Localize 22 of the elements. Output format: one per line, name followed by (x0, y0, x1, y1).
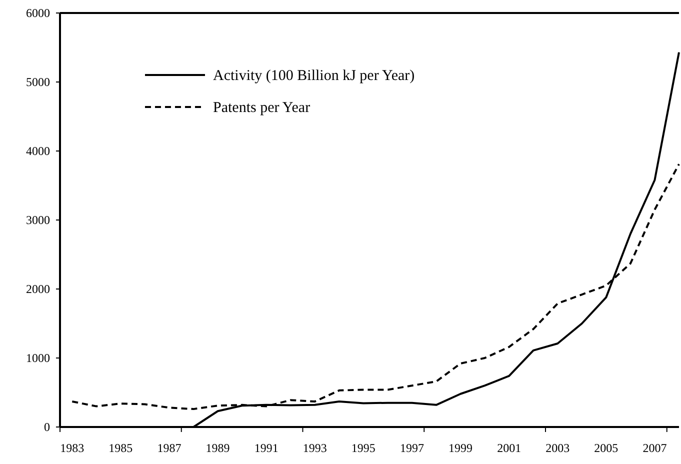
x-tick-label: 2005 (594, 441, 618, 455)
y-tick-label: 1000 (26, 351, 50, 365)
x-tick-label: 1987 (157, 441, 182, 455)
x-tick-label: 1997 (400, 441, 424, 455)
y-tick-label: 2000 (26, 282, 50, 296)
x-tick-label: 2001 (497, 441, 522, 455)
legend-label: Patents per Year (213, 100, 310, 116)
x-tick-label: 1991 (254, 441, 278, 455)
x-tick-label: 1999 (448, 441, 473, 455)
x-tick-label: 2007 (642, 441, 667, 455)
x-tick-label: 1995 (351, 441, 376, 455)
y-tick-label: 5000 (26, 75, 50, 89)
y-tick-label: 6000 (26, 6, 50, 20)
y-tick-label: 4000 (26, 144, 50, 158)
x-tick-label: 1985 (108, 441, 133, 455)
x-tick-label: 1983 (60, 441, 84, 455)
x-tick-label: 2003 (546, 441, 570, 455)
legend-label: Activity (100 Billion kJ per Year) (213, 68, 415, 84)
x-tick-label: 1989 (206, 441, 230, 455)
y-tick-label: 0 (44, 420, 50, 434)
y-tick-label: 3000 (26, 213, 50, 227)
x-tick-label: 1993 (302, 441, 327, 455)
